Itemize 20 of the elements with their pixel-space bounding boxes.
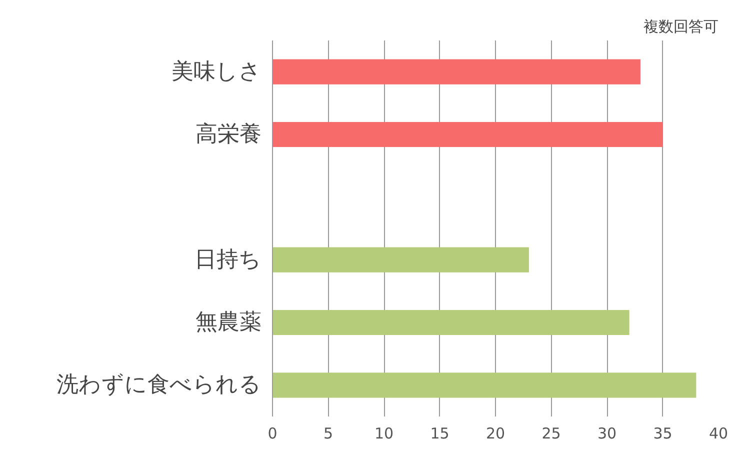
x-tick-label: 10 bbox=[374, 424, 394, 442]
text: 複数回答可 bbox=[644, 18, 718, 36]
x-tick-label: 20 bbox=[486, 424, 506, 442]
bar bbox=[272, 59, 640, 84]
x-tick-label: 40 bbox=[708, 424, 728, 442]
x-tick-label: 5 bbox=[323, 424, 334, 442]
bar bbox=[272, 310, 630, 336]
y-tick-label: 無農薬 bbox=[196, 310, 262, 335]
x-tick-label: 30 bbox=[597, 424, 617, 442]
bar bbox=[272, 247, 529, 272]
x-tick-label: 0 bbox=[268, 424, 278, 442]
y-tick-label: 高栄養 bbox=[196, 122, 262, 147]
x-tick-label: 35 bbox=[653, 424, 672, 442]
bar bbox=[272, 122, 663, 148]
x-tick-label: 15 bbox=[430, 424, 450, 442]
y-tick-label: 洗わずに食べられる bbox=[56, 372, 262, 398]
y-tick-label: 日持ち bbox=[194, 247, 262, 272]
y-tick-label: 美味しさ bbox=[172, 59, 262, 84]
x-tick-label: 25 bbox=[542, 424, 561, 442]
bar bbox=[272, 372, 696, 398]
